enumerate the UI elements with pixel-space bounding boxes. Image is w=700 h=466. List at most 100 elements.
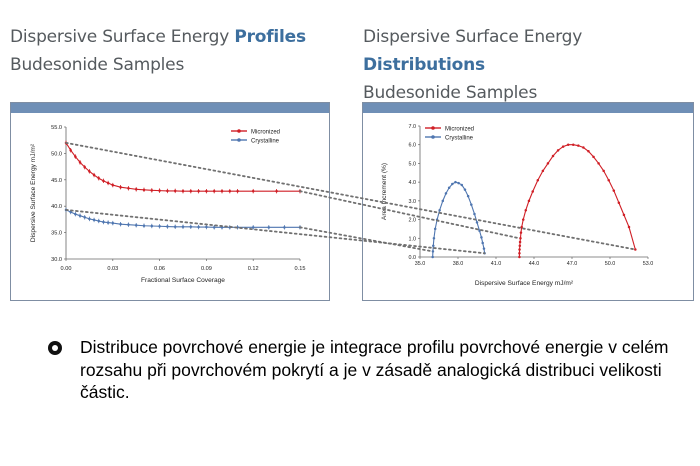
heading-left-keyword: Profiles (234, 27, 306, 47)
data-point-crystalline (460, 183, 464, 187)
heading-left-prefix: Dispersive Surface Energy (10, 27, 235, 47)
data-point-micronized (74, 155, 77, 158)
data-point-micronized (582, 146, 585, 149)
data-point-crystalline (78, 214, 82, 217)
series-line-crystalline (432, 181, 486, 258)
x-tick-label: 35.0 (415, 261, 426, 267)
x-tick-label: 38.0 (453, 261, 464, 267)
connector-dotted-line (299, 190, 521, 240)
data-point-micronized (134, 188, 138, 191)
distribution-chart: 35.0 38.0 41.0 44.0 47.0 50.0 53.0 0.0 1.0 2.0 3.0… (381, 124, 653, 287)
data-point-crystalline (92, 218, 96, 222)
x-axis-title: Fractional Surface Coverage (141, 277, 225, 284)
data-point-crystalline (142, 224, 146, 227)
data-point-micronized (607, 179, 610, 182)
data-point-micronized (524, 208, 528, 212)
data-point-micronized (602, 169, 605, 173)
y-tick-label: 55.0 (51, 125, 62, 131)
profile-chart-panel (10, 102, 330, 301)
profile-chart: 0.00 0.03 0.06 0.09 0.12 0.15 30.0 35.0 40.0 45.0… (30, 125, 305, 284)
data-point-micronized (158, 189, 161, 192)
x-tick-label: 50.0 (605, 261, 616, 267)
data-point-micronized (78, 161, 82, 164)
data-point-crystalline (127, 223, 130, 226)
data-point-crystalline (283, 226, 286, 229)
y-tick-label: 6.0 (409, 143, 417, 149)
data-point-micronized (627, 225, 631, 229)
data-point-crystalline (463, 188, 467, 191)
connector-dotted-line (299, 226, 434, 253)
y-tick-label: 0.0 (409, 255, 417, 261)
x-tick-label: 0.03 (107, 266, 118, 272)
data-point-crystalline (470, 203, 473, 206)
heading-right-subtitle: Budesonide Samples (363, 83, 538, 103)
data-point-micronized (572, 143, 575, 146)
legend-label: Crystalline (445, 136, 474, 142)
y-tick-label: 50.0 (51, 151, 62, 157)
data-point-micronized (587, 150, 590, 153)
heading-left-subtitle: Budesonide Samples (10, 55, 185, 75)
x-tick-label: 0.00 (61, 266, 72, 272)
data-point-micronized (106, 181, 110, 185)
data-point-crystalline (134, 223, 138, 227)
data-point-micronized (531, 190, 534, 193)
data-point-micronized (88, 170, 91, 173)
series-line-micronized (518, 144, 636, 257)
legend-label: Micronized (445, 127, 474, 133)
data-point-crystalline (432, 244, 435, 248)
data-point-micronized (220, 189, 224, 193)
y-tick-label: 2.0 (409, 218, 417, 224)
data-point-micronized (520, 225, 523, 229)
data-point-micronized (518, 255, 521, 259)
bullet-icon (48, 341, 62, 355)
data-point-micronized (551, 154, 555, 158)
data-point-crystalline (88, 217, 91, 221)
data-point-crystalline (166, 225, 169, 228)
y-tick-label: 30.0 (51, 257, 62, 263)
data-point-micronized (536, 179, 540, 182)
data-point-crystalline (431, 255, 434, 259)
data-point-micronized (518, 244, 522, 248)
connector-lines (65, 141, 637, 255)
legend-swatch-marker (237, 138, 241, 142)
data-point-micronized (527, 199, 531, 203)
data-point-crystalline (482, 247, 486, 250)
heading-right-prefix: Dispersive Surface Energy (363, 27, 583, 47)
data-point-crystalline (466, 194, 470, 198)
y-tick-label: 1.0 (409, 236, 417, 242)
data-point-micronized (111, 183, 115, 187)
data-point-micronized (69, 148, 72, 152)
data-point-crystalline (433, 227, 437, 231)
data-point-crystalline (205, 225, 208, 229)
data-point-crystalline (69, 210, 72, 214)
data-point-micronized (566, 143, 570, 146)
data-point-crystalline (111, 221, 115, 225)
y-tick-label: 7.0 (409, 124, 417, 130)
data-point-micronized (617, 201, 621, 204)
data-point-micronized (212, 189, 216, 193)
data-point-crystalline (481, 241, 484, 245)
y-tick-label: 3.0 (409, 199, 417, 205)
panel-top-bar (11, 103, 329, 113)
data-point-micronized (181, 189, 185, 193)
data-point-micronized (97, 176, 101, 180)
y-axis-title: Area Increment (%) (381, 163, 388, 220)
data-point-micronized (597, 162, 600, 165)
legend-swatch-marker (237, 129, 241, 133)
connector-dotted-line (65, 208, 486, 255)
data-point-micronized (518, 248, 521, 251)
data-point-crystalline (102, 220, 105, 224)
connector-dotted-line (65, 141, 637, 251)
data-point-crystalline (441, 199, 445, 203)
x-tick-label: 44.0 (529, 261, 540, 267)
profiles-heading: Dispersive Surface Energy Profiles Budes… (10, 23, 306, 79)
data-point-crystalline (74, 212, 77, 216)
data-point-micronized (541, 169, 545, 173)
legend-swatch-marker (431, 135, 435, 139)
data-point-micronized (228, 189, 232, 193)
x-tick-label: 0.06 (154, 266, 165, 272)
data-point-micronized (275, 189, 278, 193)
data-point-crystalline (150, 224, 154, 228)
data-point-crystalline (181, 225, 185, 229)
data-point-crystalline (480, 236, 483, 239)
